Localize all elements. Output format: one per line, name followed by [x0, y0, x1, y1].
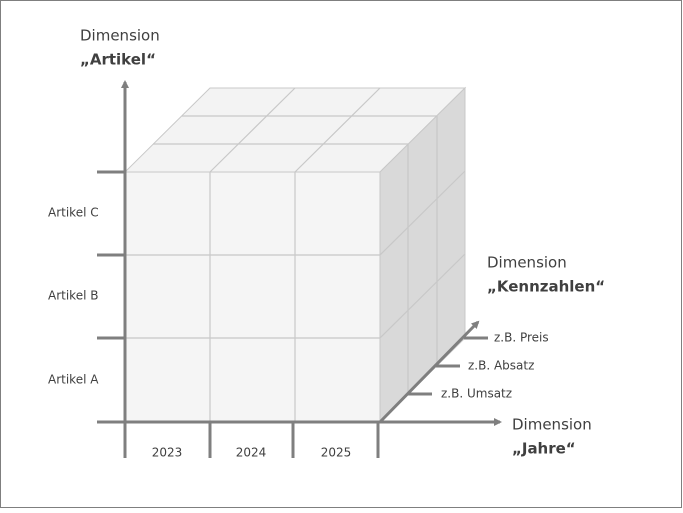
measure-label: z.B. Absatz	[468, 359, 534, 373]
dimension-label: Dimension	[80, 27, 160, 45]
column-label: 2024	[236, 446, 267, 460]
row-label: Artikel C	[48, 206, 99, 220]
row-label: Artikel B	[48, 289, 98, 303]
column-label: 2025	[321, 446, 352, 460]
dimension-name: „Artikel“	[80, 51, 156, 69]
measure-label: z.B. Preis	[494, 331, 549, 345]
dimension-name: „Kennzahlen“	[487, 278, 605, 296]
measure-label: z.B. Umsatz	[441, 387, 512, 401]
dimension-label: Dimension	[512, 416, 592, 434]
row-label: Artikel A	[48, 373, 99, 387]
column-label: 2023	[152, 446, 183, 460]
dimension-name: „Jahre“	[512, 440, 576, 458]
cube	[123, 86, 467, 424]
dimension-label: Dimension	[487, 254, 567, 272]
axes	[97, 80, 502, 458]
